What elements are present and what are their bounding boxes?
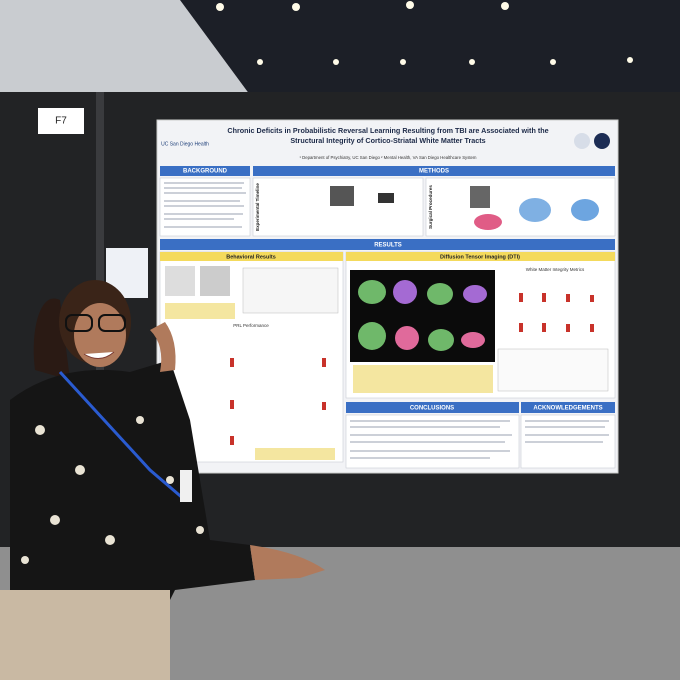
panel-header-bg [160,252,343,261]
panel-label: PRL Performance [233,323,269,328]
method-figures [330,186,599,230]
affiliations: ¹ Department of Psychiatry, UC San Diego… [299,155,476,160]
institution: UC San Diego Health [161,141,209,147]
ceiling-lights [216,1,633,65]
section-header: RESULTS [374,243,402,249]
panel-header: Diffusion Tensor Imaging (DTI) [440,254,520,260]
person [0,280,325,680]
text-lines [164,182,609,459]
section-header: CONCLUSIONS [410,406,454,412]
panel-label: Surgical Procedures [428,185,433,229]
result-figures [165,266,609,460]
section-headers [160,166,615,413]
section-header: METHODS [419,169,449,175]
section-header: BACKGROUND [183,169,228,175]
wall [0,0,250,95]
panel-header: Behavioral Results [226,254,276,260]
poster-title: Chronic Deficits in Probabilistic Revers… [227,126,548,135]
panel-label: Experimental Timeline [255,183,260,231]
booth-sign [38,108,84,134]
panel-label: White Matter Integrity Metrics [526,267,585,272]
booth-number: F7 [55,116,67,127]
section-header: ACKNOWLEDGEMENTS [533,406,602,412]
logo [594,133,610,149]
poster-title: Structural Integrity of Cortico-Striatal… [290,136,485,145]
panel-header-bg [346,252,615,261]
logo [574,133,590,149]
